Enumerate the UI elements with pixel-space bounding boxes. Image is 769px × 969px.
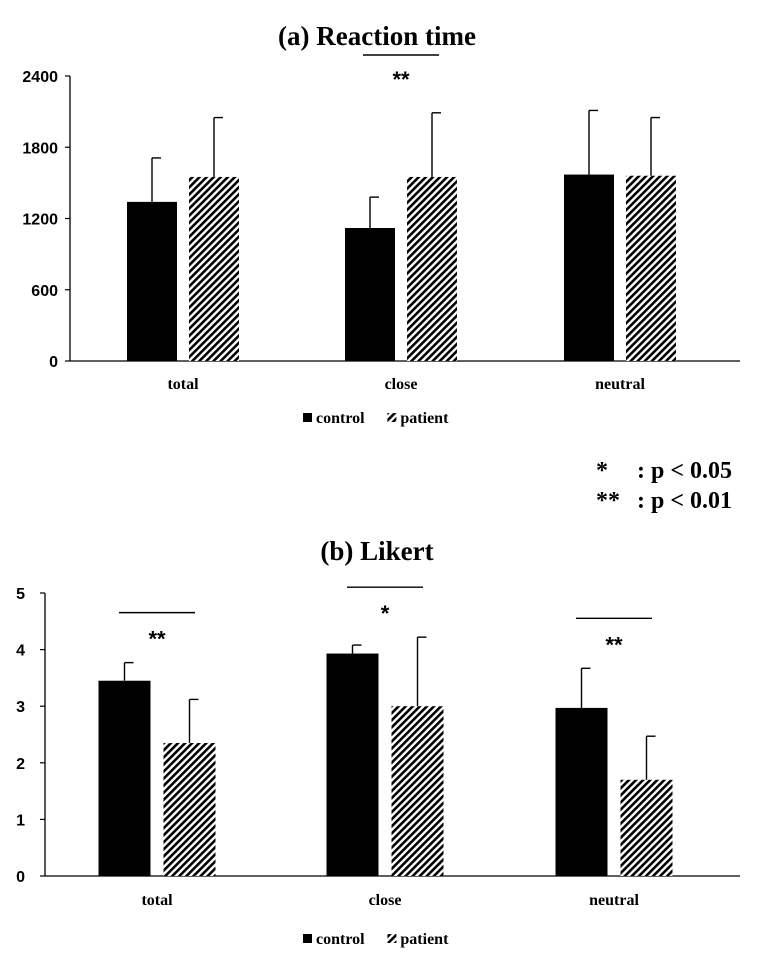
- key-meaning-1: : p < 0.05: [637, 458, 732, 484]
- category-label-total: total: [167, 376, 199, 393]
- significance-label-close: *: [381, 601, 390, 626]
- chart-reaction-time: (a) Reaction time 0 600 1200 1800 2400 total c…: [22, 21, 740, 427]
- legend-swatch-patient: [387, 934, 397, 943]
- category-label-close: close: [385, 376, 418, 393]
- key-symbol-1: *: [596, 458, 608, 484]
- legend-label-control: control: [316, 410, 365, 427]
- bar-patient-neutral: [626, 175, 676, 361]
- significance-key: * : p < 0.05 ** : p < 0.01: [596, 458, 732, 514]
- chart-likert: (b) Likert 0 1 2 3 4 5 total ** close * neutral ** c…: [16, 536, 740, 948]
- y-tick-label: 5: [16, 586, 25, 603]
- chart-b-title: (b) Likert: [320, 536, 433, 566]
- significance-label-neutral: **: [605, 632, 623, 657]
- legend-label-patient: patient: [400, 931, 449, 948]
- y-tick-label: 4: [16, 643, 25, 660]
- bar-patient-neutral: [620, 779, 673, 876]
- category-label-total: total: [141, 892, 173, 909]
- bar-control-total: [127, 201, 177, 361]
- bar-control-neutral: [555, 707, 608, 876]
- bar-patient-total: [163, 742, 216, 876]
- y-tick-label: 1: [16, 812, 25, 829]
- y-tick-label: 0: [16, 869, 25, 886]
- chart-a-title: (a) Reaction time: [278, 21, 476, 51]
- legend-swatch-patient: [387, 413, 397, 422]
- bar-control-total: [98, 680, 151, 876]
- key-symbol-2: **: [596, 488, 620, 514]
- y-tick-label: 600: [31, 283, 58, 300]
- chart-b-body: 0 1 2 3 4 5 total ** close * neutral ** control patie…: [16, 586, 740, 948]
- key-meaning-2: : p < 0.01: [637, 488, 732, 514]
- y-tick-label: 1800: [22, 140, 58, 157]
- bar-patient-close: [391, 706, 444, 876]
- y-tick-label: 0: [49, 354, 58, 371]
- bar-patient-close: [407, 176, 457, 361]
- legend-label-patient: patient: [400, 410, 449, 427]
- significance-label-total: **: [148, 627, 166, 652]
- category-label-close: close: [369, 892, 402, 909]
- legend-swatch-control: [303, 934, 312, 943]
- bar-patient-total: [189, 176, 239, 361]
- legend-label-control: control: [316, 931, 365, 948]
- category-label-neutral: neutral: [595, 376, 645, 393]
- significance-label-close: **: [392, 67, 410, 92]
- y-tick-label: 3: [16, 699, 25, 716]
- bar-control-close: [326, 653, 379, 876]
- legend-swatch-control: [303, 413, 312, 422]
- bar-control-close: [345, 228, 395, 361]
- bar-control-neutral: [564, 174, 614, 361]
- y-tick-label: 1200: [22, 212, 58, 229]
- y-tick-label: 2: [16, 756, 25, 773]
- chart-a-body: 0 600 1200 1800 2400 total close ** neutral contr…: [22, 54, 740, 427]
- y-tick-label: 2400: [22, 69, 58, 86]
- category-label-neutral: neutral: [589, 892, 639, 909]
